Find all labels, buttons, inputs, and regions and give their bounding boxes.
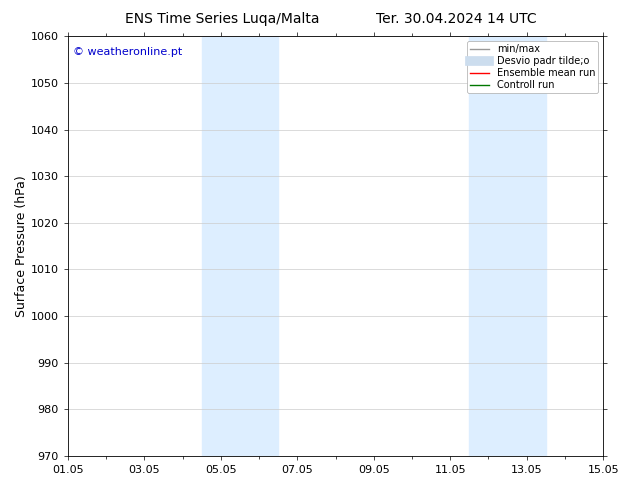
Y-axis label: Surface Pressure (hPa): Surface Pressure (hPa) <box>15 175 28 317</box>
Bar <box>469 36 546 456</box>
Legend: min/max, Desvio padr tilde;o, Ensemble mean run, Controll run: min/max, Desvio padr tilde;o, Ensemble m… <box>467 41 598 93</box>
Text: ENS Time Series Luqa/Malta: ENS Time Series Luqa/Malta <box>125 12 319 26</box>
Bar <box>202 36 278 456</box>
Text: © weatheronline.pt: © weatheronline.pt <box>74 47 183 57</box>
Text: Ter. 30.04.2024 14 UTC: Ter. 30.04.2024 14 UTC <box>376 12 537 26</box>
